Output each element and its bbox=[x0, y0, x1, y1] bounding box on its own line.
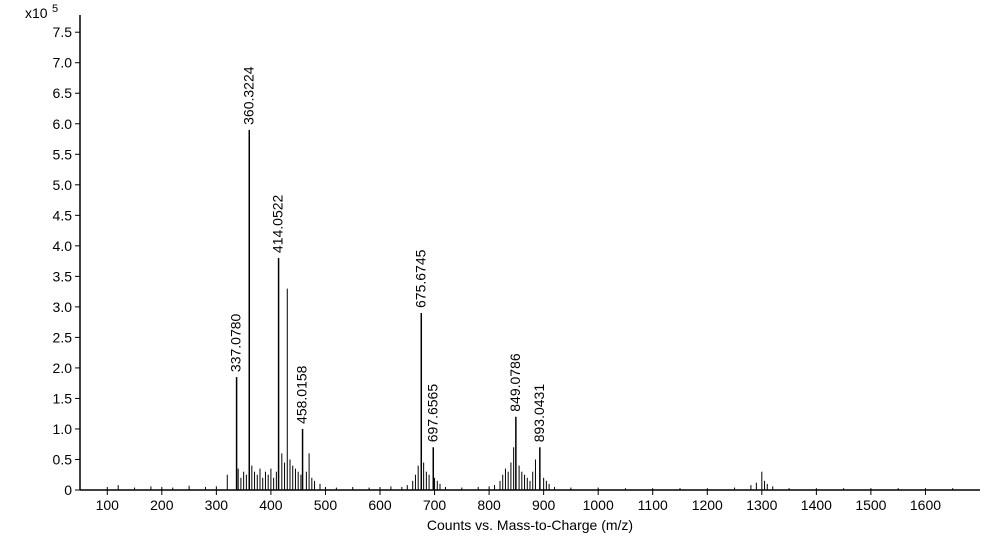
x-tick-label: 500 bbox=[314, 497, 338, 513]
x-tick-label: 600 bbox=[368, 497, 392, 513]
peak-label: 675.6745 bbox=[412, 249, 428, 308]
y-tick-label: 3.5 bbox=[53, 268, 73, 284]
y-tick-label: 6.5 bbox=[53, 85, 73, 101]
peak-label: 337.0780 bbox=[228, 313, 244, 372]
x-tick-label: 400 bbox=[259, 497, 283, 513]
y-tick-label: 5.0 bbox=[53, 177, 73, 193]
y-tick-label: 4.5 bbox=[53, 207, 73, 223]
x-tick-label: 1100 bbox=[638, 497, 668, 513]
x-tick-label: 1000 bbox=[583, 497, 614, 513]
y-tick-label: 1.5 bbox=[53, 390, 73, 406]
peak-label: 414.0522 bbox=[270, 194, 286, 253]
y-tick-label: 3.0 bbox=[53, 299, 73, 315]
x-tick-label: 300 bbox=[205, 497, 229, 513]
y-tick-label: 0 bbox=[64, 482, 72, 498]
svg-text:5: 5 bbox=[52, 3, 58, 15]
mass-spectrum-chart: 0 0.5 1.0 1.5 2.0 2.5 3.0 3.5 4.0 4.5 5.0 5.5 6.0 6.5… bbox=[0, 0, 1000, 549]
x-axis-label: Counts vs. Mass-to-Charge (m/z) bbox=[427, 517, 633, 533]
y-tick-label: 7.0 bbox=[53, 55, 73, 71]
y-tick-label: 1.0 bbox=[53, 421, 73, 437]
y-tick-label: 4.0 bbox=[53, 238, 73, 254]
peak-label: 893.0431 bbox=[531, 384, 547, 443]
x-tick-label: 1300 bbox=[746, 497, 777, 513]
x-tick-label: 1200 bbox=[692, 497, 723, 513]
x-tick-label: 200 bbox=[150, 497, 174, 513]
chart-svg: 0 0.5 1.0 1.5 2.0 2.5 3.0 3.5 4.0 4.5 5.0 5.5 6.0 6.5… bbox=[0, 0, 1000, 549]
x-tick-label: 700 bbox=[423, 497, 447, 513]
y-tick-label: 2.5 bbox=[53, 329, 73, 345]
x-tick-label: 100 bbox=[96, 497, 120, 513]
x-tick-label: 800 bbox=[477, 497, 501, 513]
peak-label: 697.6565 bbox=[424, 384, 440, 443]
y-tick-label: 7.5 bbox=[53, 24, 73, 40]
y-tick-label: 5.5 bbox=[53, 146, 73, 162]
x-tick-label: 900 bbox=[532, 497, 556, 513]
y-tick-label: 2.0 bbox=[53, 360, 73, 376]
peak-label: 458.0158 bbox=[294, 365, 310, 424]
x-tick-label: 1500 bbox=[855, 497, 886, 513]
x-tick-label: 1600 bbox=[910, 497, 941, 513]
peak-label: 849.0786 bbox=[507, 353, 523, 412]
y-tick-label: 6.0 bbox=[53, 116, 73, 132]
y-tick-label: 0.5 bbox=[53, 451, 73, 467]
x-tick-label: 1400 bbox=[801, 497, 832, 513]
peak-label: 360.3224 bbox=[240, 66, 256, 125]
svg-text:x10: x10 bbox=[25, 5, 48, 21]
